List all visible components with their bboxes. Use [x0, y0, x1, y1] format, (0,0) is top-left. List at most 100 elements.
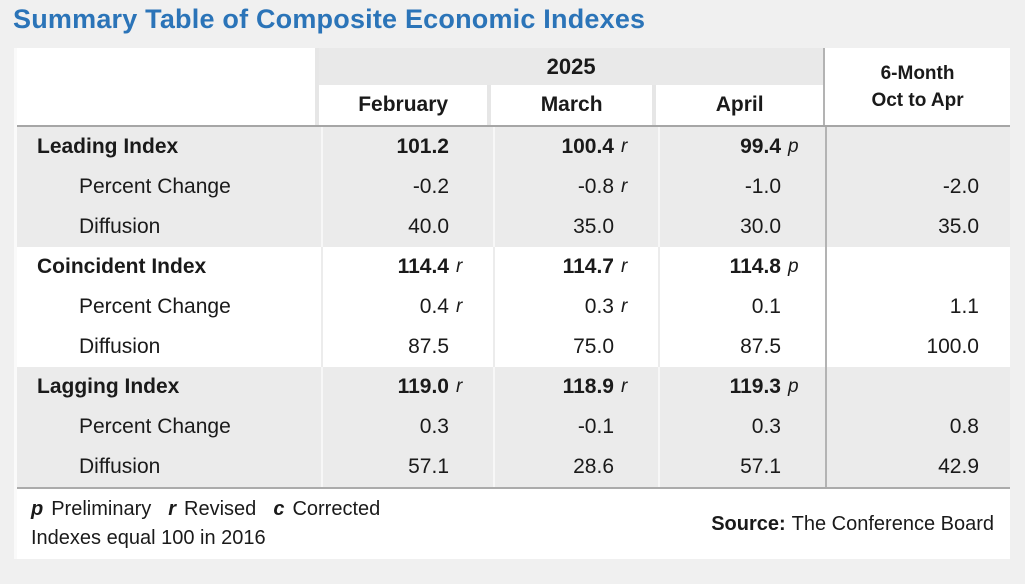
value: 100.0	[926, 335, 979, 358]
value: 35.0	[573, 215, 614, 238]
cell-mar: -0.8 r	[493, 167, 658, 207]
cell-feb: 57.1	[321, 447, 493, 487]
note-text-revised: Revised	[184, 498, 257, 520]
value: 0.1	[751, 295, 781, 318]
value: -1.0	[744, 175, 781, 198]
value: -0.2	[412, 175, 449, 198]
value: 42.9	[938, 455, 979, 478]
header-divider	[315, 48, 320, 125]
cell-leading-apr: 99.4 p	[658, 127, 825, 167]
cell-coincident-feb: 114.4 r	[321, 247, 493, 287]
table-row-coincident-diffusion: Diffusion 87.5 75.0 87.5 100.0	[17, 327, 1010, 367]
value: 0.3	[584, 295, 614, 318]
cell-leading-mar: 100.4 r	[493, 127, 658, 167]
cell-apr: 57.1	[658, 447, 825, 487]
table-row-lagging-index: Lagging Index 119.0 r 118.9 r 119.3 p	[17, 367, 1010, 407]
table-row-leading-index: Leading Index 101.2 100.4 r 99.4 p	[17, 127, 1010, 167]
value: 114.4	[397, 255, 449, 278]
annotation: p	[788, 136, 799, 157]
cell-coincident-six-month	[825, 247, 1013, 287]
value: 87.5	[740, 335, 781, 358]
cell-apr: 0.1	[658, 287, 825, 327]
cell-six-month: 42.9	[825, 447, 1013, 487]
cell-six-month: -2.0	[825, 167, 1013, 207]
source-attribution: Source: The Conference Board	[711, 513, 996, 536]
annotation: r	[456, 256, 463, 277]
value: 75.0	[573, 335, 614, 358]
value: 100.4	[561, 135, 614, 158]
table-row-coincident-percent-change: Percent Change 0.4 r 0.3 r 0.1 1.1	[17, 287, 1010, 327]
footnote-base-year: Indexes equal 100 in 2016	[31, 527, 266, 549]
cell-mar: 28.6	[493, 447, 658, 487]
value: 99.4	[740, 135, 781, 158]
value: 1.1	[949, 295, 979, 318]
table-row-leading-percent-change: Percent Change -0.2 -0.8 r -1.0 -2.0	[17, 167, 1010, 207]
header-months-block: 2025 February March April	[319, 48, 824, 125]
footnotes: p Preliminary r Revised c Corrected Indexes e…	[31, 495, 397, 553]
row-label: Lagging Index	[37, 375, 180, 398]
row-label: Percent Change	[79, 175, 231, 198]
cell-coincident-mar: 114.7 r	[493, 247, 658, 287]
value: 0.3	[751, 415, 781, 438]
row-label: Diffusion	[79, 335, 161, 358]
note-text-corrected: Corrected	[292, 498, 381, 520]
cell-feb: 87.5	[321, 327, 493, 367]
cell-six-month: 0.8	[825, 407, 1013, 447]
cell-mar: -0.1	[493, 407, 658, 447]
value: 114.8	[729, 255, 781, 278]
annotation: r	[456, 376, 463, 397]
value: -2.0	[942, 175, 979, 198]
header-label-spacer	[17, 48, 316, 125]
value: 35.0	[938, 215, 979, 238]
composite-indexes-table: 2025 February March April 6-Month Oct to…	[14, 48, 1010, 559]
note-text-preliminary: Preliminary	[51, 498, 152, 520]
note-key-p: p	[31, 498, 44, 520]
column-header-six-month: 6-Month Oct to Apr	[823, 48, 1010, 125]
value: 28.6	[573, 455, 614, 478]
cell-leading-feb: 101.2	[321, 127, 493, 167]
value: 30.0	[740, 215, 781, 238]
six-month-line2: Oct to Apr	[871, 89, 964, 111]
table-body: Leading Index 101.2 100.4 r 99.4 p Percent…	[17, 125, 1010, 489]
value: 40.0	[408, 215, 449, 238]
cell-mar: 75.0	[493, 327, 658, 367]
source-label: Source:	[711, 512, 786, 535]
cell-apr: 30.0	[658, 207, 825, 247]
annotation: r	[621, 376, 628, 397]
row-label: Coincident Index	[37, 255, 207, 278]
six-month-line1: 6-Month	[880, 62, 955, 84]
cell-mar: 0.3 r	[493, 287, 658, 327]
source-text: The Conference Board	[791, 512, 994, 535]
annotation: p	[788, 376, 799, 397]
value: 0.3	[419, 415, 449, 438]
row-label: Diffusion	[79, 215, 161, 238]
footnote-keys-line: p Preliminary r Revised c Corrected	[31, 495, 397, 524]
value: -0.8	[577, 175, 614, 198]
note-key-r: r	[168, 498, 177, 520]
cell-six-month: 100.0	[825, 327, 1013, 367]
value: 114.7	[562, 255, 614, 278]
cell-lagging-feb: 119.0 r	[321, 367, 493, 407]
cell-six-month: 35.0	[825, 207, 1013, 247]
row-label: Leading Index	[37, 135, 179, 158]
annotation: p	[788, 256, 799, 277]
column-header-april: April	[656, 85, 824, 125]
value: 101.2	[396, 135, 449, 158]
cell-mar: 35.0	[493, 207, 658, 247]
annotation: r	[621, 136, 628, 157]
column-header-february: February	[319, 85, 488, 125]
cell-feb: -0.2	[321, 167, 493, 207]
table-row-coincident-index: Coincident Index 114.4 r 114.7 r 114.8 p	[17, 247, 1010, 287]
table-footer: p Preliminary r Revised c Corrected Indexes e…	[17, 489, 1010, 559]
table-row-lagging-percent-change: Percent Change 0.3 -0.1 0.3 0.8	[17, 407, 1010, 447]
annotation: r	[621, 256, 628, 277]
value: 0.4	[419, 295, 449, 318]
value: 57.1	[408, 455, 449, 478]
row-label: Percent Change	[79, 415, 231, 438]
cell-lagging-six-month	[825, 367, 1013, 407]
cell-lagging-apr: 119.3 p	[658, 367, 825, 407]
cell-apr: -1.0	[658, 167, 825, 207]
year-header: 2025	[319, 48, 824, 85]
value: 87.5	[408, 335, 449, 358]
